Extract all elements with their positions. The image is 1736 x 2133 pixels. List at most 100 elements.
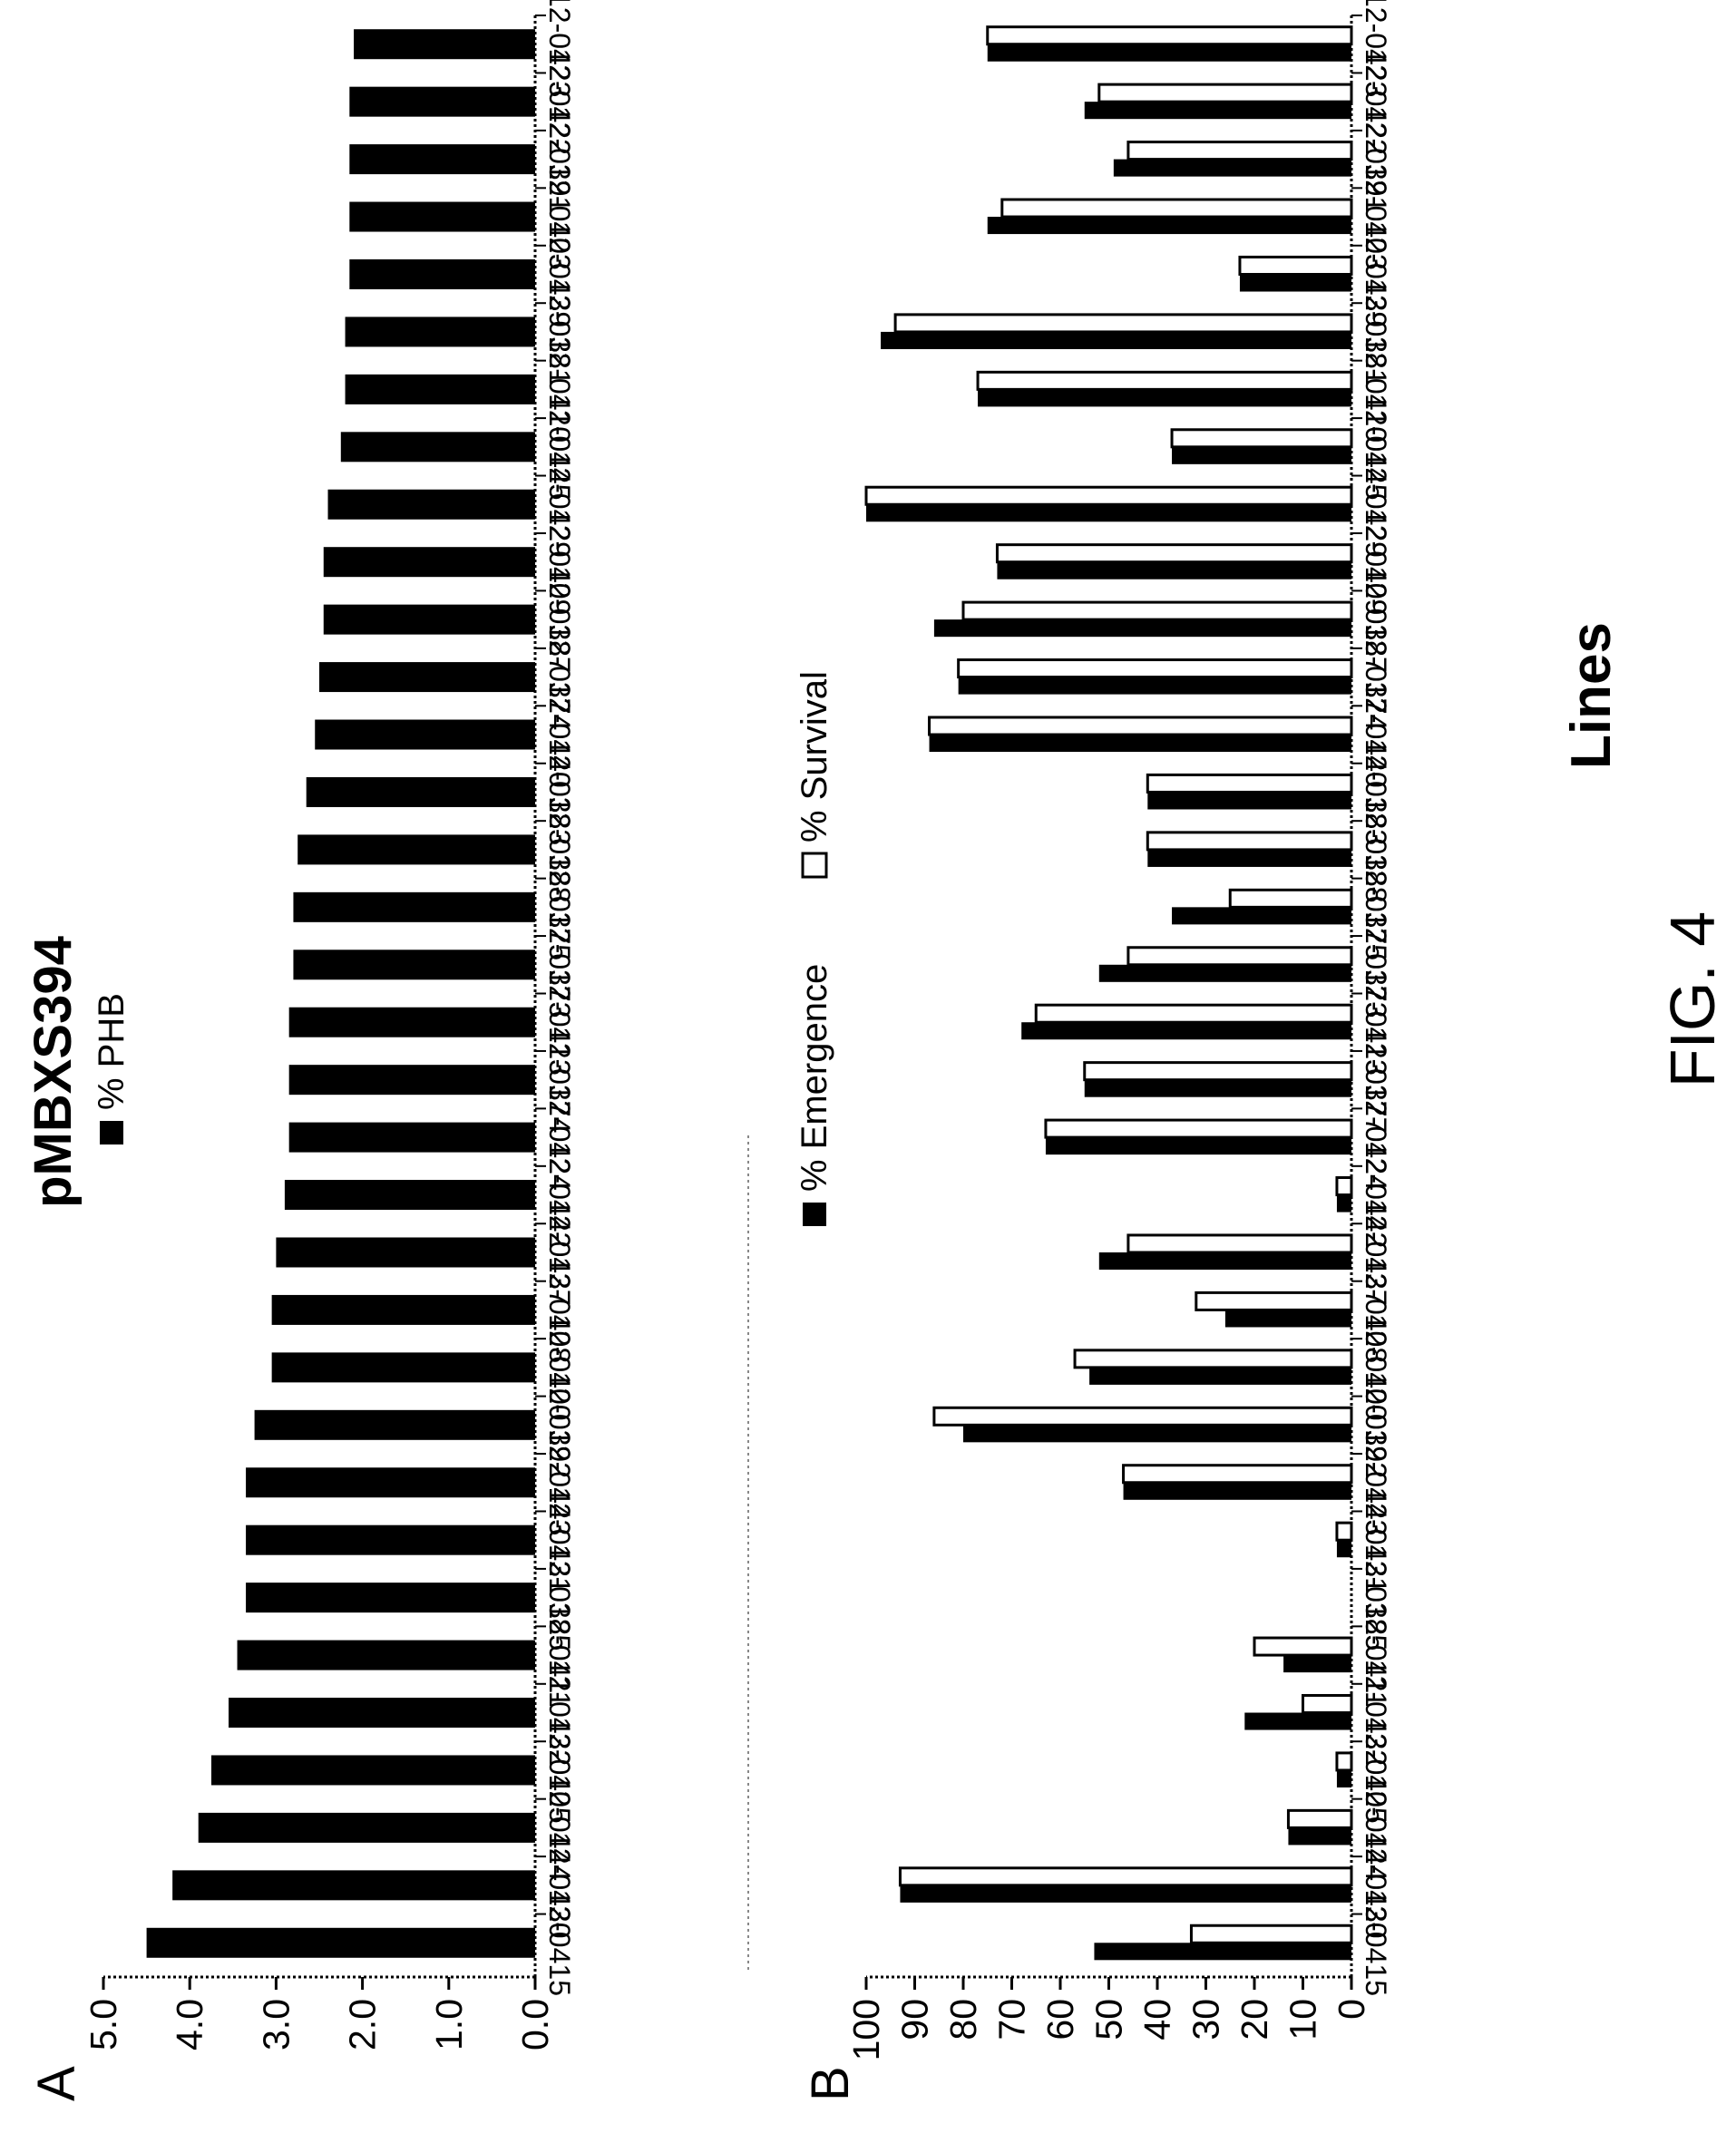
emergence-survival-category-label: 12-0383 [1360, 739, 1392, 845]
phb-category-label: 12-0442 [543, 1142, 576, 1248]
emergence-survival-category-label: 12-0424 [1360, 1084, 1392, 1190]
emergence-survival-bar--emergence [1098, 964, 1352, 982]
emergence-survival-bar--emergence [1336, 1194, 1351, 1213]
emergence-survival-value-tick-label: 100 [845, 1999, 887, 2060]
emergence-survival-value-tick-label: 80 [942, 1999, 984, 2040]
emergence-survival-category-label: 12-0410 [1360, 336, 1392, 443]
emergence-survival-bar--emergence [1283, 1655, 1351, 1673]
phb-bar--phb [146, 1927, 535, 1958]
emergence-survival-bar--survival [1335, 1751, 1353, 1772]
emergence-survival-bar--emergence [978, 389, 1352, 407]
phb-category-label: 12-0375 [543, 854, 576, 960]
emergence-survival-bar--emergence [1098, 1252, 1352, 1271]
emergence-survival-bar--emergence [933, 619, 1352, 638]
phb-category-label: 12-0429 [543, 452, 576, 558]
phb-category-label: 12-0400 [543, 1314, 576, 1420]
emergence-survival-bar--emergence [1336, 1769, 1351, 1787]
phb-bar--phb [237, 1640, 535, 1670]
emergence-survival-category-label: 12-0440 [1360, 681, 1392, 787]
emergence-survival-bar--emergence [1084, 102, 1351, 120]
emergence-survival-bar--survival [1097, 83, 1353, 103]
phb-category-label: 12-0387 [543, 566, 576, 672]
emergence-survival-category-label: 12-0411 [1360, 1603, 1392, 1708]
phb-category-label: 12-0374 [543, 624, 576, 730]
phb-bar--phb [211, 1755, 535, 1786]
emergence-survival-bar--emergence [1021, 1022, 1351, 1040]
emergence-survival-value-tick-label: 0 [1331, 1999, 1372, 2020]
phb-value-tick-label: 1.0 [428, 1999, 470, 2050]
phb-bar--phb [288, 1007, 535, 1037]
emergence-survival-category-label: 12-0375 [1360, 854, 1392, 960]
phb-category-label: 12-0413 [543, 969, 576, 1076]
phb-bar--phb [323, 604, 536, 635]
chart-a-legend: % PHB [92, 993, 132, 1144]
emergence-survival-category-label: 12-0423 [1360, 0, 1392, 97]
emergence-survival-bar--survival [1034, 1003, 1353, 1024]
emergence-survival-bar--survival [1238, 255, 1353, 276]
emergence-survival-category-label: 12-0413 [1360, 969, 1392, 1076]
emergence-survival-bar--emergence [1224, 1310, 1352, 1328]
emergence-survival-bar--survival [961, 600, 1353, 621]
emergence-survival-bar--survival [1253, 1636, 1353, 1657]
phb-bar--phb [306, 776, 535, 807]
phb-category-label: 12-0388 [543, 796, 576, 902]
emergence-survival-bar--emergence [929, 735, 1352, 753]
phb-category-label: 12-0381 [543, 278, 576, 385]
phb-bar--phb [323, 547, 536, 578]
emergence-survival-bar--survival [864, 485, 1353, 506]
chart-b-legend: % Emergence % Survival [795, 671, 834, 1226]
phb-bar--phb [172, 1870, 535, 1901]
emergence-survival-category-label: 12-0400 [1360, 1314, 1392, 1420]
emergence-survival-category-label: 12-0403 [1360, 163, 1392, 269]
emergence-survival-category-label: 12-0439 [1360, 221, 1392, 327]
emergence-survival-bar--emergence [1239, 274, 1351, 292]
emergence-survival-bar--emergence [963, 1425, 1351, 1443]
phb-bar--phb [345, 374, 535, 404]
emergence-survival-bar--emergence [1336, 1540, 1351, 1558]
emergence-survival-category-label: 12-0405 [1360, 1717, 1392, 1823]
phb-bar--phb [345, 317, 535, 347]
emergence-survival-value-tick-label: 20 [1234, 1999, 1275, 2040]
emergence-survival-bar--survival [1146, 773, 1353, 794]
phb-category-label: 12-0432 [543, 1660, 576, 1766]
phb-bar--phb [327, 489, 535, 520]
emergence-survival-bar--survival [932, 1406, 1353, 1427]
phb-value-tick-label: 2.0 [342, 1999, 384, 2050]
emergence-survival-category-label: 12-0430 [1360, 1832, 1392, 1938]
emergence-survival-bar--emergence [997, 561, 1351, 580]
phb-category-label: 12-0415 [543, 1890, 576, 1996]
phb-bar--phb [354, 29, 535, 60]
emergence-survival-category-label: 12-0374 [1360, 624, 1392, 730]
phb-category-label: 12-0405 [543, 1717, 576, 1823]
emergence-survival-bar--survival [898, 1866, 1353, 1887]
emergence-survival-bar--emergence [1172, 446, 1352, 464]
phb-bar--phb [293, 950, 535, 980]
phb-value-tick-label: 0.0 [514, 1999, 556, 2050]
emergence-survival-bar--emergence [1084, 1079, 1351, 1097]
emergence-survival-bar--emergence [1147, 792, 1352, 810]
phb-category-label: 12-0385 [543, 1544, 576, 1651]
emergence-survival-bar--survival [957, 658, 1353, 679]
phb-bar--phb [229, 1698, 535, 1729]
phb-value-tick-label: 5.0 [83, 1999, 124, 2050]
phb-category-label: 12-0373 [543, 911, 576, 1018]
phb-value-tick-label: 3.0 [255, 1999, 297, 2050]
emergence-survival-value-tick-label: 70 [991, 1999, 1033, 2040]
emergence-survival-category-label: 12-0388 [1360, 796, 1392, 902]
phb-category-label: 12-0423 [543, 0, 576, 97]
emergence-survival-category-label: 12-0432 [1360, 1660, 1392, 1766]
phb-category-label: 12-0430 [543, 1832, 576, 1938]
emergence-survival-value-tick-label: 40 [1136, 1999, 1178, 2040]
phb-bar--phb [288, 1065, 535, 1096]
emergence-survival-category-label: 12-0377 [1360, 1027, 1392, 1133]
phb-category-label: 12-0422 [543, 48, 576, 154]
emergence-survival-category-label: 12-0408 [1360, 1257, 1392, 1363]
emergence-survival-category-label: 12-0381 [1360, 278, 1392, 385]
emergence-survival-bar--survival [1083, 1061, 1353, 1082]
emergence-survival-bar--emergence [881, 331, 1351, 349]
emergence-survival-value-tick-label: 30 [1185, 1999, 1227, 2040]
survival-legend-label: % Survival [795, 671, 834, 842]
phb-bar--phb [349, 201, 535, 232]
emergence-survival-bar--emergence [1113, 159, 1351, 177]
